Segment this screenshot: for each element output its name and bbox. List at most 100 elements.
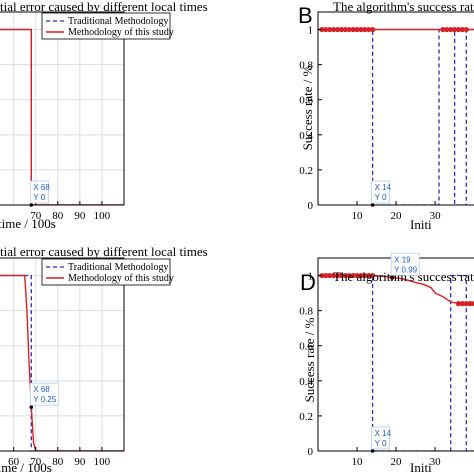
x-tick-label: 100 (94, 210, 111, 222)
data-marker (448, 26, 454, 33)
series-line-study (0, 28, 124, 205)
x-tick-label: 60 (8, 456, 20, 468)
axes-frame (0, 257, 125, 452)
y-tick-label: 0 (308, 446, 314, 458)
data-marker (362, 272, 368, 279)
data-marker (331, 26, 337, 33)
data-marker (334, 272, 341, 279)
datatip-box (371, 180, 391, 204)
data-marker (338, 26, 345, 33)
datatip-x: X 19 (394, 255, 411, 264)
datatip-y: Y 0 (375, 193, 387, 202)
data-marker (334, 26, 341, 33)
x-tick-label: 70 (30, 210, 42, 222)
datatip-x: X 14 (375, 429, 392, 438)
chart-panel-4: 10 20 30 0 0.2 0.4 0.6 0.8 1 The algorithm's succ… (299, 252, 474, 474)
data-marker (354, 272, 360, 279)
series-line-traditional (0, 274, 124, 451)
data-marker (366, 272, 372, 279)
datatip-y: Y 0 (375, 439, 387, 448)
data-marker (362, 26, 368, 33)
x-tick-label: 10 (352, 456, 364, 468)
legend-entry: Methodology of this study (68, 27, 174, 38)
series-line-traditional (318, 274, 474, 451)
data-marker (440, 26, 446, 33)
datatip-x: X 14 (375, 183, 392, 192)
x-tick-label: 90 (74, 456, 86, 468)
datatip-point (390, 275, 394, 280)
y-tick-label: 1 (308, 271, 314, 283)
x-tick-label: 20 (391, 456, 403, 468)
y-tick-label: 0 (308, 200, 314, 212)
data-marker (358, 26, 364, 33)
data-marker (323, 26, 329, 33)
legend-box (41, 12, 171, 40)
datatip-point (370, 449, 375, 453)
data-marker (327, 26, 333, 33)
data-marker (455, 301, 462, 307)
y-axis-label: Success rate / % (302, 317, 317, 402)
plot-area (318, 272, 474, 451)
data-marker (459, 26, 465, 33)
datatip-point (29, 405, 34, 409)
datatip: X 68Y 0 (29, 180, 50, 207)
x-tick-label: 30 (430, 210, 442, 222)
datatip-y: Y 0.99 (394, 265, 418, 274)
x-tick-label: 70 (30, 456, 42, 468)
data-marker (459, 301, 465, 307)
data-marker (323, 272, 329, 279)
axes-frame (0, 11, 125, 206)
datatip-point (370, 203, 375, 207)
data-marker (327, 272, 333, 279)
legend-entry: Traditional Methodology (68, 262, 168, 273)
x-axis-label: time / 100s (0, 460, 52, 474)
y-tick-label: 0.4 (299, 376, 313, 388)
y-tick-label: 0.2 (299, 411, 313, 423)
data-marker (370, 272, 376, 279)
legend-box (41, 258, 171, 286)
data-marker (444, 26, 450, 33)
plot-area (0, 258, 124, 451)
chart-panel-3: 60 70 80 90 100 tial error caused by differen… (0, 244, 208, 474)
data-marker (471, 301, 474, 307)
datatip-box (29, 180, 49, 204)
y-tick-label: 0.2 (299, 165, 313, 177)
datatip: X 14Y 0 (370, 426, 392, 453)
y-tick-label: 0.6 (299, 341, 313, 353)
y-axis-label: Success rate / % (300, 65, 315, 150)
x-tick-label: 30 (430, 456, 442, 468)
x-tick-label: 80 (52, 456, 64, 468)
data-marker (463, 26, 469, 33)
data-marker (342, 26, 348, 33)
x-tick-label: 10 (352, 210, 364, 222)
chart-title: The algorithm's success rate is c (333, 269, 474, 284)
data-marker (331, 272, 337, 279)
axes-frame (317, 11, 474, 206)
datatip-y: Y 0 (33, 193, 45, 202)
data-marker (346, 26, 352, 33)
data-marker (338, 272, 345, 279)
data-marker (350, 272, 356, 279)
x-axis-label: Initi (410, 217, 432, 232)
data-marker (366, 26, 372, 33)
series-line-study (0, 274, 124, 451)
data-marker (346, 272, 352, 279)
data-marker (467, 301, 473, 307)
plot-area (0, 12, 124, 205)
chart-panel-1: 70 80 90 100 tial error caused by different … (0, 0, 208, 231)
series-line-traditional (0, 28, 124, 205)
y-tick-label: 0.8 (299, 60, 313, 72)
panel-letter: D (300, 270, 316, 295)
datatip-box (29, 382, 59, 406)
chart-panel-2: 10 20 30 0 0.2 0.4 0.6 0.8 1 The algorithm's succ… (298, 0, 474, 232)
x-tick-label: 100 (94, 456, 111, 468)
plot-area (318, 26, 474, 205)
x-tick-label: 90 (74, 210, 86, 222)
x-tick-label: 20 (391, 210, 403, 222)
x-axis-label: Initi (410, 460, 432, 474)
legend-entry: Methodology of this study (68, 273, 174, 284)
datatip-x: X 68 (33, 385, 50, 394)
